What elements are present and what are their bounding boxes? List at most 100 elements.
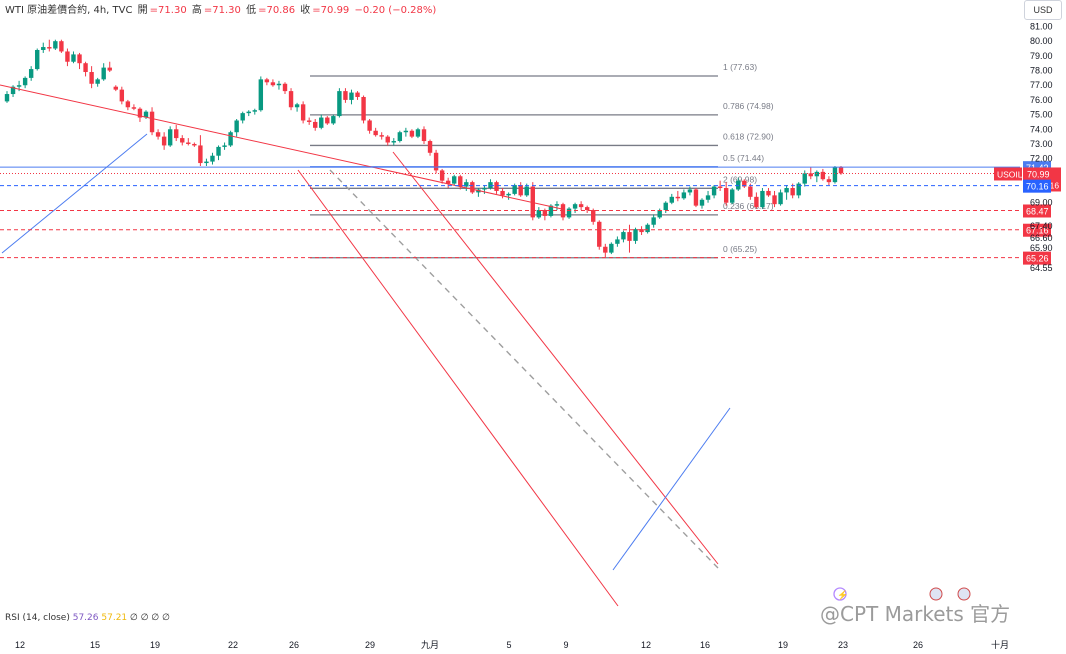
candle-body (500, 190, 505, 196)
time-tick-label: 十月 (991, 639, 1009, 650)
candle-body (361, 96, 366, 121)
candle-body (772, 195, 777, 205)
currency-button[interactable]: USD (1024, 0, 1062, 20)
candle-body (258, 79, 264, 111)
candle-body (784, 188, 789, 193)
time-axis: 12 15 19 22 26 29 九月 5 9 12 16 19 23 26 十月 (15, 639, 1009, 650)
candle-body (536, 210, 542, 218)
candle-body (77, 54, 82, 64)
candle-body (838, 167, 844, 174)
time-tick-label: 29 (365, 640, 375, 650)
current-price-value: 70.99 (1027, 169, 1050, 179)
candle-body (270, 82, 276, 86)
candle-body (464, 182, 469, 187)
event-icons: ⚡ (833, 587, 971, 601)
candle-body (681, 192, 687, 199)
candle-body (754, 196, 759, 208)
rsi-label: RSI (14, close) (5, 613, 70, 623)
candle-body (143, 111, 149, 118)
candle-body (10, 86, 16, 95)
candle-body (355, 92, 360, 97)
candle-body (276, 83, 282, 86)
symbol-tag-label: USOIL (997, 169, 1023, 179)
price-axis: 81.00 80.00 79.00 78.00 77.00 76.00 75.00 74.00… (1030, 21, 1053, 273)
candle-body (433, 152, 439, 171)
candle-body (494, 182, 499, 191)
change-value: −0.20 (−0.28%) (354, 5, 437, 16)
candle-body (572, 204, 578, 209)
candle-body (107, 67, 112, 71)
candle-body (506, 193, 511, 196)
candle-body (488, 182, 493, 189)
rsi-legend[interactable]: RSI (14, close) 57.26 57.21 ∅ ∅ ∅ ∅ (5, 613, 170, 623)
candle-body (639, 229, 644, 233)
symbol-title: WTI 原油差價合約, 4h, TVC (5, 5, 133, 16)
candle-body (95, 79, 100, 84)
price-tick-label: 79.00 (1030, 51, 1053, 61)
candle-body (482, 188, 487, 190)
candle-body (65, 51, 70, 62)
candle-body (597, 221, 602, 247)
price-tick-label: 81.00 (1030, 21, 1053, 31)
fib-level-label: 0.786 (74.98) (723, 101, 774, 111)
candle-body (198, 145, 203, 164)
candle-body (349, 92, 354, 100)
candle-body (645, 224, 650, 233)
candle-body (427, 141, 433, 153)
candle-body (180, 138, 185, 143)
price-level-tag (1023, 251, 1051, 265)
candle-body (730, 189, 735, 203)
fib-level-label: 0.618 (72.90) (723, 131, 774, 141)
candle-body (615, 239, 620, 244)
candle-body (59, 41, 64, 52)
rsi-ma-value: 57.21 (101, 613, 128, 623)
candle-body (71, 54, 76, 62)
price-level-tag-label: 68.47 (1026, 206, 1049, 216)
candle-body (313, 121, 318, 128)
candle-body (288, 91, 294, 108)
candle-body (760, 190, 765, 208)
candle-body (149, 111, 155, 133)
fibonacci-retracement: 1 (77.63) 0.786 (74.98) 0.618 (72.90) 0.5 (… (310, 62, 774, 259)
time-tick-label: 19 (778, 640, 788, 650)
candle-body (300, 104, 306, 121)
price-level-tag-label: 65.26 (1026, 254, 1049, 264)
candle-body (228, 132, 233, 146)
symbol-tag (994, 167, 1022, 181)
candle-body (452, 176, 457, 184)
price-level-tag (1023, 223, 1051, 237)
price-tick-label: 80.00 (1030, 36, 1053, 46)
price-level-tag (1023, 204, 1051, 218)
candle-body (711, 186, 717, 196)
candle-body (155, 132, 161, 137)
candle-body (379, 135, 384, 137)
fib-level-label: 0.5 (71.44) (723, 153, 764, 163)
candle-body (137, 108, 143, 118)
candle-body (41, 47, 46, 50)
candle-body (397, 132, 403, 142)
candle-body (609, 243, 614, 253)
time-tick-label: 16 (700, 640, 710, 650)
time-tick-label: 23 (838, 640, 848, 650)
candle-body (566, 208, 572, 218)
price-level-tag-label: 70.16 (1026, 182, 1049, 192)
price-tick-label: 73.00 (1030, 139, 1053, 149)
price-level-tag (1023, 179, 1051, 193)
fib-level-label: 1 (77.63) (723, 62, 757, 72)
candle-body (409, 130, 415, 137)
candle-body (415, 129, 421, 137)
candle-body (234, 120, 239, 133)
price-tick-label: 69.00 (1030, 198, 1053, 208)
candle-body (28, 69, 34, 78)
candle-body (717, 186, 723, 189)
candle-body (391, 141, 396, 143)
price-tick-label: 72.00 (1030, 154, 1053, 164)
candle-body (373, 130, 378, 136)
candle-body (174, 129, 179, 139)
fib-level-label: 2 (69.98) (723, 174, 757, 184)
candles (4, 39, 844, 258)
candle-body (778, 192, 783, 205)
lightning-event-icon (833, 587, 847, 601)
price-tick-label: 77.00 (1030, 80, 1053, 90)
